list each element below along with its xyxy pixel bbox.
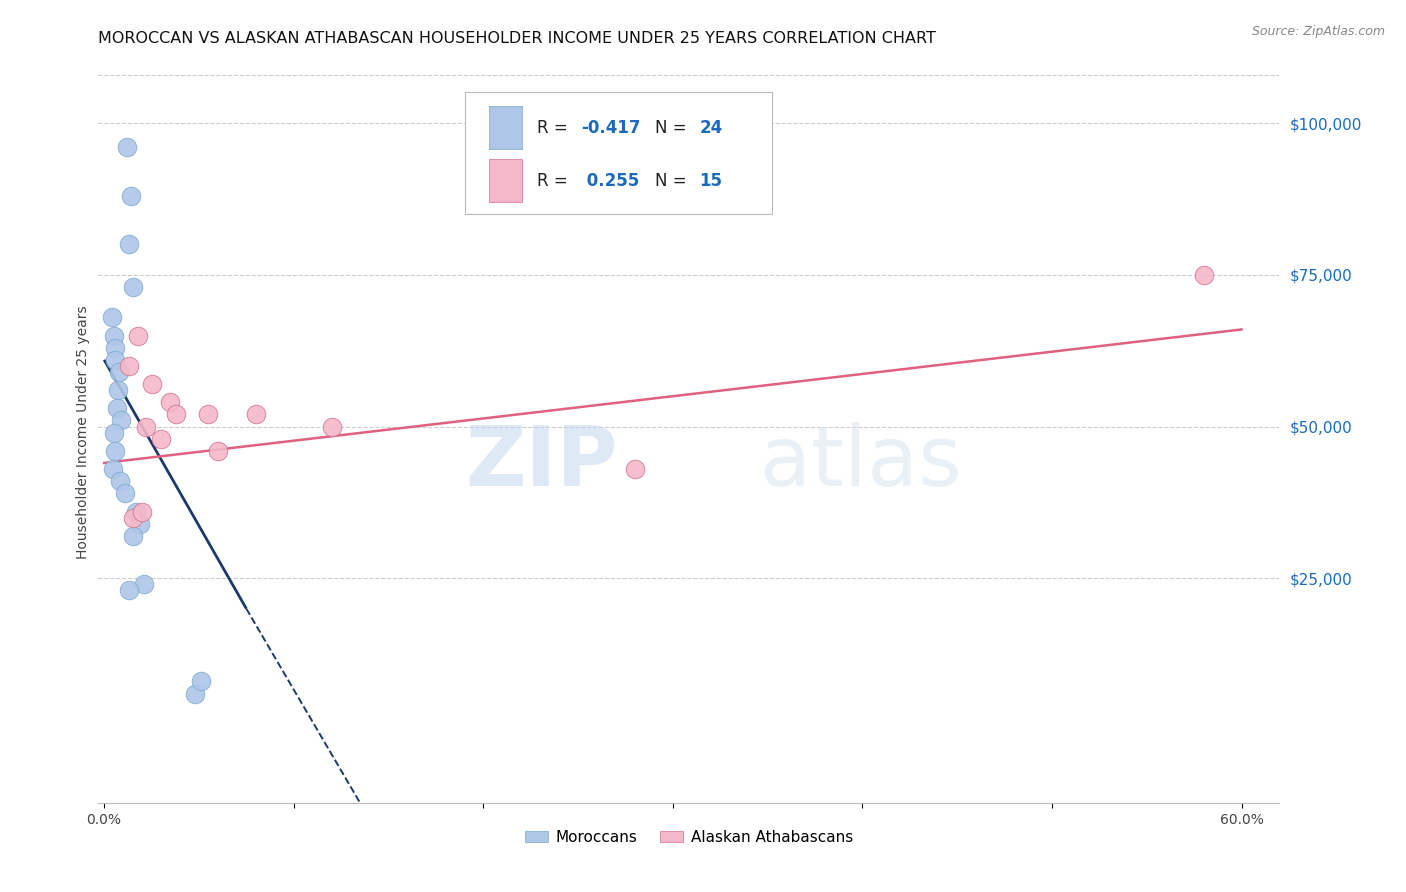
Point (141, 377, 163, 392)
FancyBboxPatch shape (489, 106, 523, 149)
Point (103, 352, 125, 367)
Point (207, 443, 229, 458)
Point (159, 395, 181, 409)
FancyBboxPatch shape (489, 159, 523, 202)
Text: Source: ZipAtlas.com: Source: ZipAtlas.com (1251, 25, 1385, 38)
Point (114, 486, 136, 500)
Point (125, 504, 148, 518)
Legend: Moroccans, Alaskan Athabascans: Moroccans, Alaskan Athabascans (519, 823, 859, 851)
Point (624, 462, 647, 476)
Point (105, 401, 128, 416)
Point (129, 516, 152, 531)
Point (184, 687, 207, 701)
Point (118, 359, 141, 373)
Point (127, 328, 149, 343)
Text: 15: 15 (700, 171, 723, 190)
Text: R =: R = (537, 171, 572, 190)
Text: -0.417: -0.417 (582, 119, 641, 136)
Point (103, 425, 125, 440)
Text: atlas: atlas (759, 422, 962, 503)
Point (149, 432, 172, 446)
Point (190, 674, 212, 689)
Point (135, 419, 157, 434)
Point (110, 474, 132, 488)
Text: N =: N = (655, 119, 692, 136)
Point (1192, 268, 1215, 282)
Point (120, 189, 142, 203)
Point (132, 577, 155, 591)
Text: N =: N = (655, 171, 692, 190)
Text: MOROCCAN VS ALASKAN ATHABASCAN HOUSEHOLDER INCOME UNDER 25 YEARS CORRELATION CHA: MOROCCAN VS ALASKAN ATHABASCAN HOUSEHOLD… (98, 31, 936, 46)
Point (118, 583, 141, 598)
Point (107, 383, 129, 397)
Point (104, 443, 127, 458)
Point (103, 328, 125, 343)
Point (321, 419, 343, 434)
Point (108, 365, 131, 379)
Text: 24: 24 (700, 119, 723, 136)
Point (165, 408, 187, 422)
Point (121, 510, 143, 524)
Point (101, 462, 124, 476)
Point (110, 413, 132, 427)
Point (100, 310, 122, 325)
FancyBboxPatch shape (464, 92, 772, 214)
Point (104, 341, 127, 355)
Point (118, 237, 141, 252)
Point (121, 280, 143, 294)
Point (115, 140, 138, 154)
Point (121, 529, 143, 543)
Point (131, 504, 153, 518)
Point (197, 408, 219, 422)
Text: ZIP: ZIP (465, 422, 619, 503)
Y-axis label: Householder Income Under 25 years: Householder Income Under 25 years (76, 306, 90, 559)
Text: R =: R = (537, 119, 572, 136)
Text: 0.255: 0.255 (582, 171, 640, 190)
Point (245, 408, 267, 422)
